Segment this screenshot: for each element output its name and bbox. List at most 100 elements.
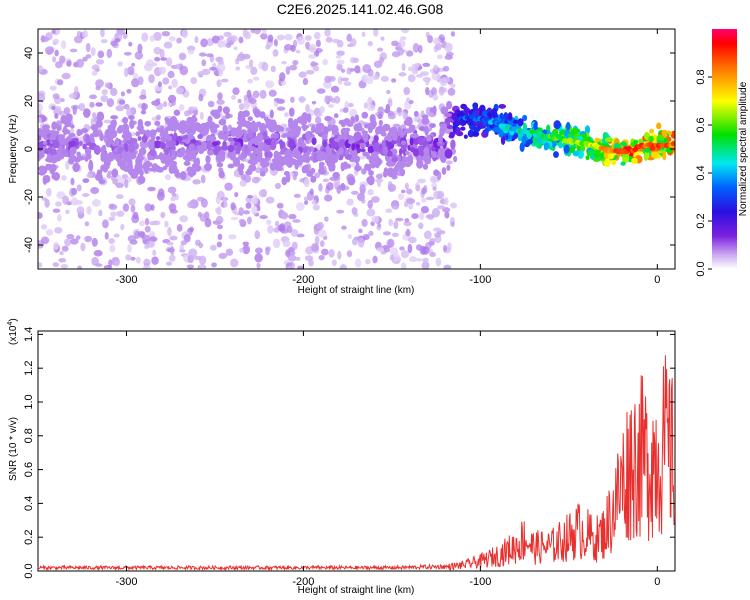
spectrogram-noise-point [134, 51, 144, 60]
spectrogram-noise-point [340, 266, 346, 269]
spectrogram-noise-point [305, 69, 315, 75]
chart-title: C2E6.2025.141.02.46.G08 [277, 1, 444, 17]
spectrogram-noise-point [428, 241, 435, 246]
spectrogram-point [173, 109, 181, 116]
colorbar-tick-label: 0.4 [695, 165, 707, 180]
spectrogram-noise-point [75, 58, 84, 68]
spectrogram-point [332, 171, 340, 179]
spectrogram-noise-point [328, 248, 335, 258]
spectrogram-noise-point [40, 236, 50, 245]
spectrogram-noise-point [336, 63, 343, 71]
spectrogram-noise-point [222, 39, 227, 48]
spectrogram-point [656, 122, 662, 130]
spectrogram-noise-point [242, 101, 250, 110]
spectrogram-noise-point [91, 256, 100, 267]
spectrogram-noise-point [393, 220, 399, 230]
spectrogram-noise-point [272, 238, 281, 249]
spectrogram-noise-point [198, 242, 204, 249]
spectrogram-noise-point [85, 42, 91, 53]
spectrogram-point [334, 137, 340, 143]
spectrogram-point [268, 151, 273, 159]
spectrogram-noise-point [380, 75, 389, 82]
spectrogram-noise-point [231, 94, 236, 100]
spectrogram-noise-point [91, 199, 101, 207]
spectrogram-noise-point [127, 244, 132, 253]
spectrogram-noise-point [60, 40, 67, 50]
spectrogram-point [460, 103, 467, 110]
spectrogram-noise-point [438, 86, 445, 96]
spectrogram-point [159, 125, 165, 135]
spectrogram-point [321, 133, 328, 140]
spectrogram-noise-point [103, 119, 113, 124]
spectrogram-point [398, 148, 403, 155]
spectrogram-noise-point [66, 60, 72, 67]
spectrogram-noise-point [336, 39, 344, 48]
spectrogram-point [38, 165, 46, 173]
spectrogram-noise-point [139, 140, 149, 149]
spectrogram-point [51, 121, 58, 130]
spectrogram-noise-point [392, 256, 402, 261]
spectrogram-point [311, 137, 317, 146]
spectrogram-point [190, 122, 196, 132]
spectrogram-noise-point [38, 65, 44, 72]
spectrogram-x-tick-label: -200 [292, 274, 314, 286]
spectrogram-noise-point [349, 68, 356, 72]
spectrogram-noise-point [415, 184, 421, 192]
spectrogram-noise-point [389, 247, 399, 256]
spectrogram-point [472, 126, 481, 133]
spectrogram-noise-point [194, 36, 199, 44]
spectrogram-point [620, 161, 626, 166]
spectrogram-point [410, 133, 419, 139]
spectrogram-point [154, 155, 161, 160]
spectrogram-noise-point [238, 207, 244, 216]
spectrogram-point [422, 163, 429, 170]
spectrogram-y-axis-label: Frequency (Hz) [8, 115, 19, 184]
spectrogram-point [248, 129, 253, 138]
spectrogram-noise-point [95, 79, 104, 88]
spectrogram-point [391, 156, 398, 163]
spectrogram-noise-point [242, 244, 250, 255]
spectrogram-noise-point [225, 42, 232, 48]
spectrogram-noise-point [197, 70, 205, 77]
spectrogram-noise-point [254, 253, 263, 263]
spectrogram-noise-point [251, 194, 259, 205]
spectrogram-y-tick-label: -20 [23, 189, 35, 205]
spectrogram-point [310, 175, 317, 183]
spectrogram-noise-point [349, 108, 358, 118]
spectrogram-noise-point [160, 211, 166, 219]
spectrogram-noise-point [308, 54, 317, 59]
spectrogram-point [315, 123, 323, 129]
spectrogram-point [553, 151, 559, 158]
spectrogram-point [183, 161, 191, 166]
spectrogram-noise-point [124, 67, 129, 78]
spectrogram-point [216, 145, 222, 152]
spectrogram-point [193, 164, 202, 172]
spectrogram-noise-point [190, 76, 198, 84]
spectrogram-noise-point [162, 77, 170, 85]
spectrogram-noise-point [265, 44, 271, 50]
spectrogram-point [517, 118, 524, 127]
spectrogram-point [217, 105, 223, 113]
spectrogram-point [399, 131, 405, 138]
spectrogram-point [93, 145, 101, 156]
spectrogram-point [558, 129, 566, 136]
spectrogram-point [299, 118, 308, 126]
spectrogram-noise-point [405, 97, 411, 103]
spectrogram-noise-point [198, 255, 207, 265]
spectrogram-point [271, 164, 276, 170]
spectrogram-noise-point [64, 238, 72, 247]
snr-frame [37, 330, 676, 572]
spectrogram-noise-point [411, 68, 419, 75]
spectrogram-noise-point [411, 63, 420, 69]
spectrogram-noise-point [447, 87, 456, 96]
spectrogram-noise-point [316, 112, 323, 117]
colorbar: 0.0 0.2 0.4 0.6 0.8 Normalized spectral ampl… [695, 29, 749, 277]
spectrogram-noise-point [198, 52, 207, 57]
spectrogram-noise-point [256, 262, 261, 269]
spectrogram-noise-point [429, 175, 438, 184]
spectrogram-noise-point [209, 66, 217, 71]
spectrogram-noise-point [391, 40, 399, 47]
spectrogram-noise-point [242, 29, 249, 38]
spectrogram-noise-point [407, 74, 416, 83]
spectrogram-point [253, 147, 260, 155]
